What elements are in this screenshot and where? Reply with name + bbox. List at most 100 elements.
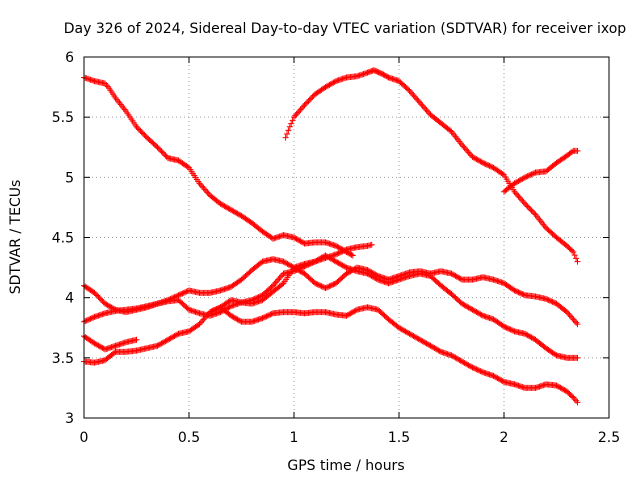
data-point bbox=[137, 127, 144, 134]
data-point bbox=[447, 127, 454, 134]
data-point bbox=[249, 297, 255, 304]
data-point bbox=[485, 162, 492, 169]
data-point bbox=[482, 161, 489, 168]
data-point bbox=[472, 365, 479, 372]
data-point bbox=[262, 313, 269, 320]
data-point bbox=[176, 291, 183, 298]
data-point bbox=[251, 295, 258, 302]
data-point bbox=[184, 163, 191, 170]
data-point bbox=[476, 367, 483, 374]
data-point bbox=[142, 133, 149, 140]
data-point bbox=[157, 146, 164, 153]
series-satellite-6 bbox=[81, 333, 140, 353]
data-point bbox=[260, 314, 267, 321]
data-point bbox=[83, 317, 90, 324]
data-point bbox=[506, 325, 513, 332]
data-point bbox=[342, 263, 349, 270]
data-point bbox=[483, 161, 490, 168]
data-point bbox=[180, 289, 187, 296]
data-point bbox=[174, 331, 181, 338]
data-point bbox=[138, 129, 145, 136]
data-point bbox=[457, 275, 464, 282]
data-point bbox=[267, 311, 274, 318]
x-tick-label: 1.5 bbox=[388, 430, 410, 446]
data-point bbox=[548, 298, 555, 305]
data-point bbox=[296, 265, 303, 272]
data-point bbox=[304, 99, 311, 106]
data-point bbox=[335, 250, 342, 257]
data-point bbox=[348, 251, 355, 258]
data-point bbox=[210, 307, 217, 314]
data-point bbox=[309, 259, 316, 266]
data-point bbox=[213, 306, 220, 313]
data-point bbox=[264, 312, 271, 319]
data-point bbox=[306, 260, 313, 267]
data-point bbox=[524, 173, 531, 180]
data-point bbox=[306, 96, 313, 103]
data-point bbox=[310, 259, 317, 266]
data-point bbox=[268, 283, 275, 290]
data-point bbox=[256, 293, 263, 300]
data-point bbox=[297, 265, 304, 272]
x-tick-label: 0 bbox=[80, 430, 89, 446]
data-point bbox=[162, 152, 169, 159]
data-point bbox=[573, 255, 580, 262]
data-point bbox=[133, 336, 140, 343]
data-point bbox=[305, 98, 312, 105]
data-point bbox=[527, 171, 534, 178]
data-point bbox=[338, 248, 345, 255]
data-point bbox=[499, 378, 506, 385]
data-point bbox=[154, 144, 161, 151]
data-point bbox=[308, 260, 315, 267]
data-point bbox=[562, 308, 569, 315]
chart-title: Day 326 of 2024, Sidereal Day-to-day VTE… bbox=[64, 21, 627, 37]
x-tick-label: 2 bbox=[500, 430, 509, 446]
data-point bbox=[574, 399, 581, 406]
data-point bbox=[487, 163, 494, 170]
data-point bbox=[546, 297, 553, 304]
data-point bbox=[574, 354, 581, 361]
data-point bbox=[349, 252, 356, 259]
data-point bbox=[313, 280, 320, 287]
data-point bbox=[549, 298, 556, 305]
data-point bbox=[519, 291, 526, 298]
data-point bbox=[531, 210, 538, 217]
data-point bbox=[133, 123, 140, 130]
data-point bbox=[339, 248, 346, 255]
y-tick-label: 5.5 bbox=[52, 110, 74, 126]
data-point bbox=[522, 174, 528, 181]
data-point bbox=[340, 247, 347, 254]
data-point bbox=[158, 148, 165, 155]
data-point bbox=[300, 263, 307, 270]
data-point bbox=[312, 280, 318, 287]
y-tick-label: 5 bbox=[65, 170, 74, 186]
data-point bbox=[525, 204, 532, 211]
data-point bbox=[153, 143, 160, 150]
data-point bbox=[294, 266, 301, 273]
data-point bbox=[382, 73, 389, 80]
data-point bbox=[501, 323, 507, 330]
data-point bbox=[574, 321, 581, 328]
data-point bbox=[293, 266, 300, 273]
data-point bbox=[226, 303, 233, 310]
data-point bbox=[318, 283, 325, 290]
data-point bbox=[529, 170, 536, 177]
data-point bbox=[524, 203, 531, 210]
data-point bbox=[571, 252, 578, 259]
data-point bbox=[574, 147, 581, 154]
data-point bbox=[86, 316, 93, 323]
data-point bbox=[252, 295, 259, 302]
data-point bbox=[516, 289, 523, 296]
axis-ticks: 0 0.5 1 1.5 2 2.5 3 3.5 4 4.5 5 5.5 6 bbox=[52, 50, 620, 446]
data-point bbox=[301, 102, 308, 109]
x-tick-label: 0.5 bbox=[178, 430, 200, 446]
data-point bbox=[326, 283, 333, 290]
series-satellite-2 bbox=[282, 67, 581, 265]
data-point bbox=[515, 289, 522, 296]
x-tick-label: 1 bbox=[290, 430, 299, 446]
data-point bbox=[82, 318, 89, 325]
data-point bbox=[545, 297, 552, 304]
data-point bbox=[481, 160, 488, 167]
data-point bbox=[543, 295, 549, 302]
y-tick-label: 6 bbox=[65, 50, 74, 66]
